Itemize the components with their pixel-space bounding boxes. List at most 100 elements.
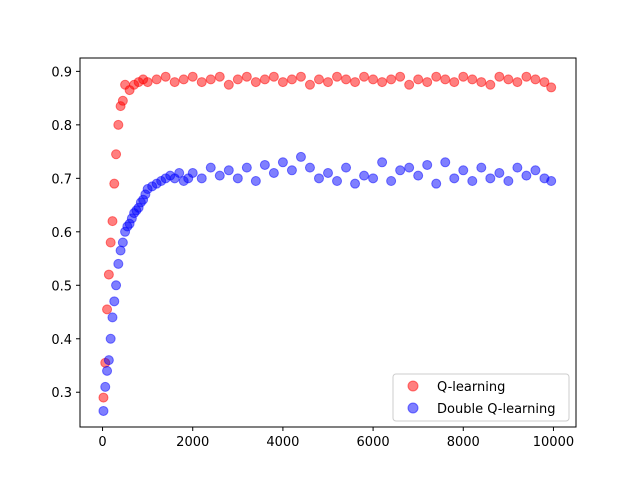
- point-q-learning: [304, 79, 315, 90]
- point-double-q-learning: [205, 162, 216, 173]
- point-double-q-learning: [368, 173, 379, 184]
- point-q-learning: [503, 74, 514, 85]
- point-q-learning: [113, 119, 124, 130]
- point-double-q-learning: [546, 176, 557, 186]
- point-q-learning: [103, 269, 114, 280]
- y-tick-label: 0.3: [51, 386, 72, 401]
- point-double-q-learning: [521, 170, 532, 181]
- point-q-learning: [214, 71, 225, 82]
- point-q-learning: [241, 71, 252, 82]
- point-double-q-learning: [214, 170, 225, 181]
- point-double-q-learning: [395, 165, 406, 176]
- point-double-q-learning: [422, 159, 433, 170]
- point-double-q-learning: [404, 162, 415, 173]
- y-tick-label: 0.8: [51, 119, 72, 134]
- point-q-learning: [449, 77, 460, 88]
- point-q-learning: [359, 71, 370, 82]
- point-q-learning: [350, 77, 361, 88]
- point-q-learning: [268, 71, 279, 82]
- point-double-q-learning: [111, 280, 122, 291]
- point-q-learning: [196, 77, 207, 88]
- point-double-q-learning: [98, 405, 109, 416]
- x-tick-label: 4000: [266, 435, 299, 450]
- point-double-q-learning: [304, 162, 315, 173]
- point-double-q-learning: [512, 162, 523, 173]
- point-double-q-learning: [440, 157, 451, 168]
- point-double-q-learning: [105, 333, 116, 344]
- point-double-q-learning: [286, 165, 297, 176]
- point-double-q-learning: [485, 173, 496, 184]
- y-tick-label: 0.9: [51, 65, 72, 80]
- point-q-learning: [377, 77, 388, 88]
- point-q-learning: [476, 77, 487, 88]
- point-double-q-learning: [359, 170, 370, 181]
- legend-marker-q-learning: [407, 380, 419, 392]
- point-double-q-learning: [377, 157, 388, 168]
- point-double-q-learning: [241, 162, 252, 173]
- point-q-learning: [323, 77, 333, 88]
- point-double-q-learning: [530, 165, 541, 176]
- point-double-q-learning: [102, 365, 113, 376]
- point-double-q-learning: [449, 173, 460, 184]
- plot-frame: [79, 57, 577, 428]
- point-q-learning: [286, 74, 297, 85]
- point-q-learning: [169, 77, 180, 88]
- point-q-learning: [102, 304, 113, 315]
- point-double-q-learning: [458, 165, 469, 176]
- point-q-learning: [313, 74, 324, 85]
- legend-marker-double-q-learning: [407, 402, 419, 414]
- legend: Q-learning Double Q-learning: [392, 373, 570, 422]
- point-q-learning: [142, 77, 153, 88]
- point-double-q-learning: [107, 312, 118, 323]
- point-q-learning: [111, 149, 122, 160]
- point-q-learning: [467, 74, 478, 85]
- point-q-learning: [431, 71, 442, 82]
- point-q-learning: [232, 74, 243, 85]
- point-q-learning: [413, 74, 424, 85]
- point-q-learning: [485, 79, 496, 90]
- point-double-q-learning: [431, 178, 442, 189]
- point-q-learning: [187, 71, 198, 82]
- legend-label-q-learning: Q-learning: [437, 380, 505, 395]
- y-tick-label: 0.7: [51, 172, 72, 187]
- x-tick-label: 2000: [176, 435, 209, 450]
- point-q-learning: [404, 79, 415, 90]
- point-double-q-learning: [332, 176, 343, 186]
- point-q-learning: [395, 71, 406, 82]
- point-double-q-learning: [323, 167, 333, 178]
- x-axis: 0 2000 4000 6000 8000 10000: [98, 427, 574, 450]
- point-q-learning: [530, 74, 541, 85]
- point-double-q-learning: [196, 173, 207, 184]
- point-double-q-learning: [113, 258, 124, 269]
- point-q-learning: [151, 74, 162, 85]
- point-double-q-learning: [467, 176, 478, 186]
- point-double-q-learning: [259, 159, 270, 170]
- point-double-q-learning: [223, 165, 234, 176]
- point-q-learning: [440, 74, 451, 85]
- point-q-learning: [539, 77, 550, 88]
- point-q-learning: [107, 216, 118, 227]
- y-axis: 0.3 0.4 0.5 0.6 0.7 0.8 0.9: [51, 65, 80, 401]
- point-double-q-learning: [187, 167, 198, 178]
- point-double-q-learning: [100, 381, 111, 392]
- data-points: [98, 71, 557, 416]
- point-q-learning: [223, 79, 234, 90]
- point-q-learning: [422, 77, 433, 88]
- point-double-q-learning: [250, 176, 261, 186]
- point-double-q-learning: [295, 151, 306, 162]
- point-double-q-learning: [277, 157, 288, 168]
- x-tick-label: 8000: [447, 435, 480, 450]
- point-double-q-learning: [341, 162, 352, 173]
- point-q-learning: [546, 82, 557, 93]
- point-q-learning: [494, 71, 505, 82]
- point-q-learning: [117, 95, 128, 106]
- point-double-q-learning: [476, 162, 487, 173]
- point-q-learning: [109, 178, 120, 189]
- point-double-q-learning: [174, 167, 185, 178]
- point-q-learning: [98, 392, 109, 403]
- point-double-q-learning: [117, 237, 128, 248]
- point-q-learning: [160, 71, 171, 82]
- point-q-learning: [386, 74, 397, 85]
- point-q-learning: [259, 74, 270, 85]
